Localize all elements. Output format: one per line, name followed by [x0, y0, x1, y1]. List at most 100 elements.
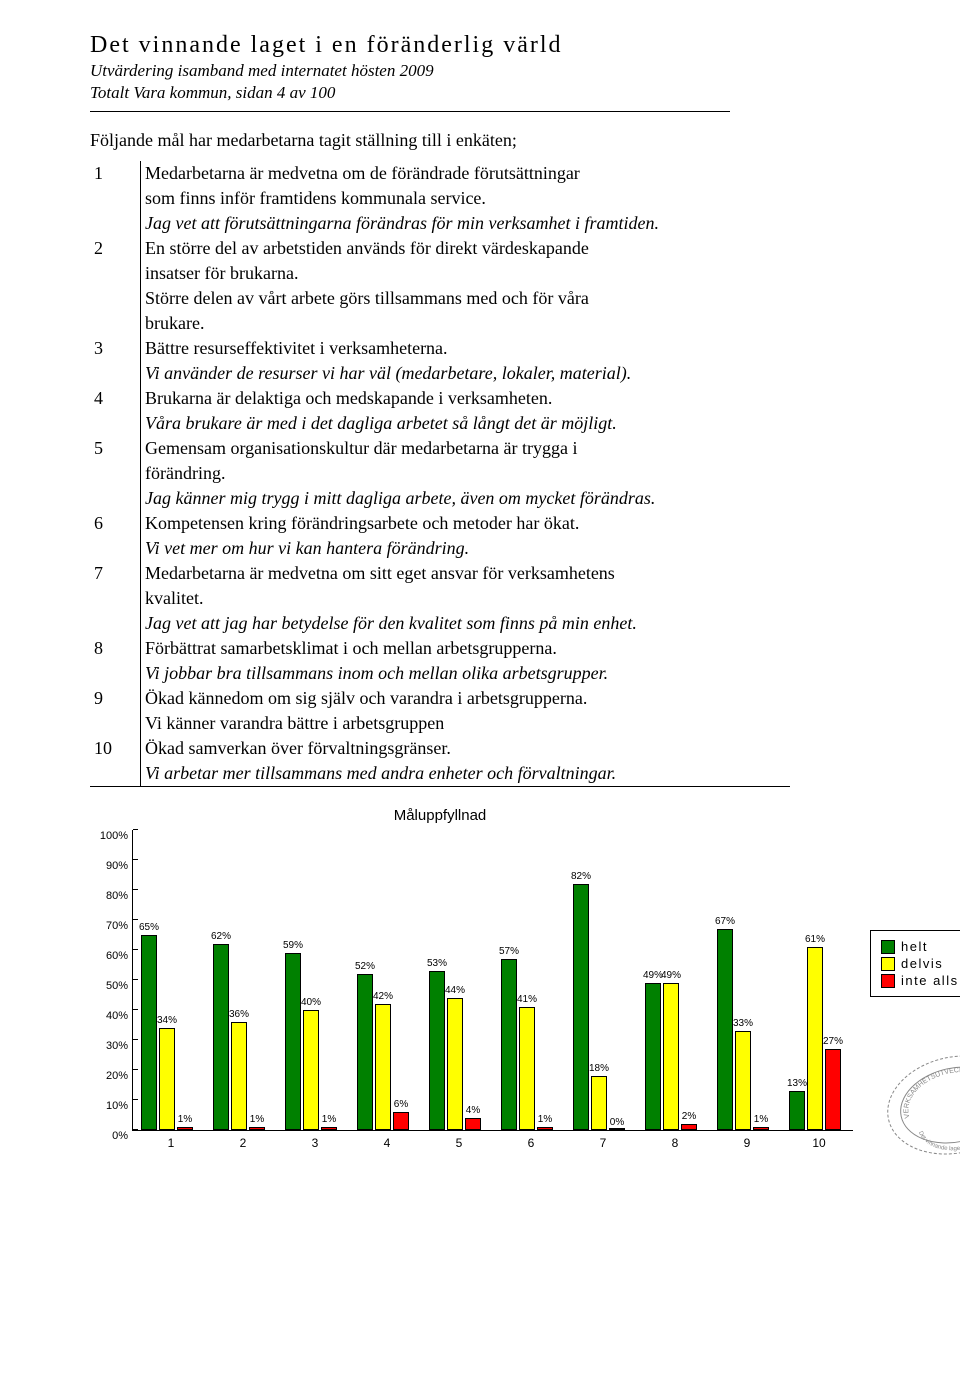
legend-item: helt [881, 939, 959, 954]
goal-text: Vi arbetar mer tillsammans med andra enh… [141, 761, 791, 787]
bar-value-label: 52% [353, 961, 377, 972]
bar-value-label: 41% [515, 994, 539, 1005]
bar-helt [573, 884, 589, 1130]
x-label: 5 [428, 1136, 490, 1150]
goal-text: Förbättrat samarbetsklimat i och mellan … [141, 636, 791, 661]
bar-value-label: 36% [227, 1009, 251, 1020]
goal-text: Medarbetarna är medvetna om de förändrad… [141, 161, 791, 186]
goal-number: 6 [90, 511, 141, 536]
bar-value-label: 33% [731, 1018, 755, 1029]
bar-value-label: 61% [803, 934, 827, 945]
goal-text: Jag känner mig trygg i mitt dagliga arbe… [141, 486, 791, 511]
goal-text: En större del av arbetstiden används för… [141, 236, 791, 261]
bar-inte alls [393, 1112, 409, 1130]
bar-helt [141, 935, 157, 1130]
goal-number [90, 286, 141, 311]
x-label: 6 [500, 1136, 562, 1150]
bar-delvis [303, 1010, 319, 1130]
bar-delvis [375, 1004, 391, 1130]
bar-helt [789, 1091, 805, 1130]
goal-number [90, 411, 141, 436]
goal-number [90, 711, 141, 736]
x-label: 9 [716, 1136, 778, 1150]
header-subtitle-1: Utvärdering isamband med internatet höst… [90, 61, 890, 81]
x-label: 4 [356, 1136, 418, 1150]
chart-legend: helt delvis inte alls [870, 930, 960, 997]
goal-text: Kompetensen kring förändringsarbete och … [141, 511, 791, 536]
bar-inte alls [177, 1127, 193, 1130]
goal-text: Jag vet att förutsättningarna förändras … [141, 211, 791, 236]
goal-text: förändring. [141, 461, 791, 486]
legend-swatch [881, 957, 895, 971]
goal-number [90, 186, 141, 211]
goal-number [90, 536, 141, 561]
bar-inte alls [609, 1128, 625, 1130]
y-tick: 80% [106, 890, 128, 902]
y-tick: 10% [106, 1100, 128, 1112]
goal-number: 8 [90, 636, 141, 661]
chart-title: Måluppfyllnad [90, 807, 790, 824]
bar-value-label: 82% [569, 871, 593, 882]
goal-number [90, 361, 141, 386]
bar-value-label: 18% [587, 1063, 611, 1074]
x-label: 10 [788, 1136, 850, 1150]
legend-item: inte alls [881, 973, 959, 988]
goal-number: 10 [90, 736, 141, 761]
bar-inte alls [825, 1049, 841, 1130]
bar-value-label: 53% [425, 958, 449, 969]
bar-value-label: 62% [209, 931, 233, 942]
bar-value-label: 65% [137, 922, 161, 933]
bar-value-label: 13% [785, 1078, 809, 1089]
goal-number [90, 661, 141, 686]
goal-text: brukare. [141, 311, 791, 336]
chart: 0%10%20%30%40%50%60%70%80%90%100% 65%34%… [90, 830, 960, 1180]
goal-text: Medarbetarna är medvetna om sitt eget an… [141, 561, 791, 586]
y-tick: 20% [106, 1070, 128, 1082]
bar-helt [717, 929, 733, 1130]
goals-table: 1Medarbetarna är medvetna om de förändra… [90, 161, 790, 787]
goal-number: 7 [90, 561, 141, 586]
x-label: 8 [644, 1136, 706, 1150]
goal-number: 4 [90, 386, 141, 411]
goal-text: Ökad samverkan över förvaltningsgränser. [141, 736, 791, 761]
goal-text: kvalitet. [141, 586, 791, 611]
goal-number: 5 [90, 436, 141, 461]
bar-inte alls [753, 1127, 769, 1130]
goal-text: som finns inför framtidens kommunala ser… [141, 186, 791, 211]
chart-plot: 65%34%1%62%36%1%59%40%1%52%42%6%53%44%4%… [132, 830, 853, 1131]
goal-text: Gemensam organisationskultur där medarbe… [141, 436, 791, 461]
page-title: Det vinnande laget i en föränderlig värl… [90, 32, 890, 59]
bar-value-label: 2% [677, 1111, 701, 1122]
legend-label: inte alls [901, 973, 959, 988]
legend-label: delvis [901, 956, 943, 971]
y-tick: 100% [100, 830, 128, 842]
goal-text: Våra brukare är med i det dagliga arbete… [141, 411, 791, 436]
y-tick: 70% [106, 920, 128, 932]
bar-value-label: 1% [173, 1114, 197, 1125]
bar-value-label: 6% [389, 1099, 413, 1110]
bar-value-label: 42% [371, 991, 395, 1002]
goal-number [90, 311, 141, 336]
bar-inte alls [537, 1127, 553, 1130]
goal-number: 3 [90, 336, 141, 361]
y-tick: 60% [106, 950, 128, 962]
y-tick: 50% [106, 980, 128, 992]
goal-number [90, 461, 141, 486]
bar-inte alls [321, 1127, 337, 1130]
goal-text: Bättre resurseffektivitet i verksamheter… [141, 336, 791, 361]
x-label: 1 [140, 1136, 202, 1150]
bar-value-label: 59% [281, 940, 305, 951]
x-label: 3 [284, 1136, 346, 1150]
bar-helt [645, 983, 661, 1130]
stamp-decoration: VERKSAMHETSUTVECKLING 2009 Det vinnande … [870, 1036, 960, 1175]
goal-number: 2 [90, 236, 141, 261]
bar-delvis [663, 983, 679, 1130]
bar-helt [501, 959, 517, 1130]
bar-value-label: 57% [497, 946, 521, 957]
bar-value-label: 27% [821, 1036, 845, 1047]
goal-number [90, 211, 141, 236]
legend-label: helt [901, 939, 928, 954]
x-label: 2 [212, 1136, 274, 1150]
header-subtitle-2: Totalt Vara kommun, sidan 4 av 100 [90, 83, 890, 103]
y-tick: 40% [106, 1010, 128, 1022]
